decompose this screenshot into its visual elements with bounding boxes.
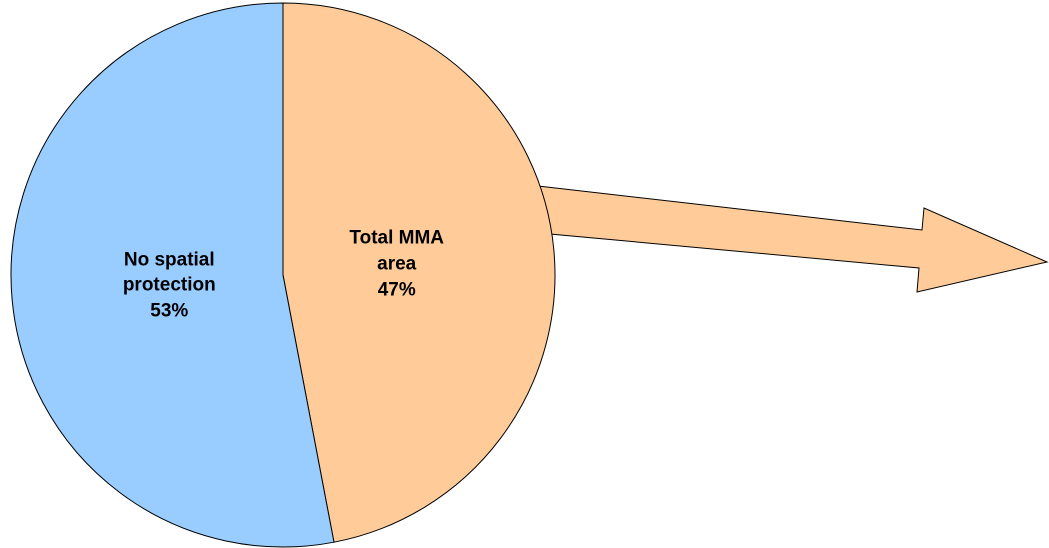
pie-slice xyxy=(10,2,335,548)
pie-slice xyxy=(282,2,556,543)
slice-name: No spatial protection xyxy=(122,249,216,296)
slice-value: 53% xyxy=(150,300,189,322)
arrow xyxy=(537,185,1049,293)
slice-label: No spatial protection 53% xyxy=(104,247,234,324)
slice-value: 47% xyxy=(377,279,416,301)
slice-label: Total MMA area 47% xyxy=(332,226,462,303)
slice-name: Total MMA area xyxy=(349,227,445,275)
